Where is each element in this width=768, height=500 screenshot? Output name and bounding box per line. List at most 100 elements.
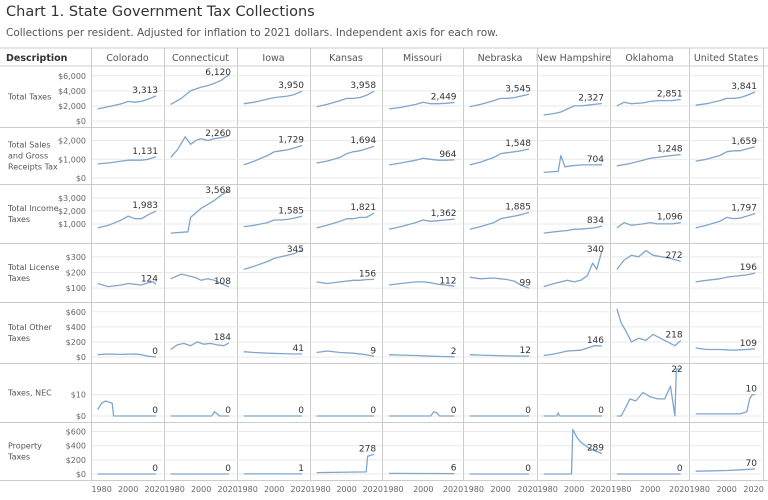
- end-value-label: 0: [525, 464, 531, 474]
- y-tick-label: $200: [66, 269, 86, 278]
- description-header: Description: [6, 53, 68, 64]
- series-line: [170, 273, 230, 288]
- end-value-label: 834: [587, 216, 604, 226]
- y-tick-label: $6,000: [58, 72, 86, 81]
- end-value-label: 1: [298, 464, 304, 474]
- end-value-label: 6: [451, 464, 457, 474]
- x-tick-label: 1980: [383, 485, 403, 494]
- end-value-label: 3,313: [132, 86, 158, 96]
- y-tick-label: $600: [66, 308, 86, 317]
- end-value-label: 964: [439, 150, 456, 160]
- series-line: [543, 345, 603, 357]
- end-value-label: 2: [451, 347, 457, 357]
- end-value-label: 1,585: [278, 206, 304, 216]
- end-value-label: 10: [746, 385, 758, 395]
- series-line: [543, 225, 603, 234]
- series-line: [97, 95, 157, 110]
- series-line: [316, 90, 375, 108]
- series-line: [543, 428, 603, 475]
- series-line: [243, 215, 303, 228]
- end-value-label: 1,797: [731, 204, 757, 214]
- end-value-label: 2,327: [578, 93, 604, 103]
- row-label: Property Taxes: [7, 442, 42, 462]
- end-value-label: 1,983: [132, 201, 158, 211]
- row-label: Total Taxes: [7, 93, 51, 102]
- series-line: [243, 144, 303, 166]
- column-header-kansas: Kansas: [329, 53, 363, 64]
- end-value-label: 99: [520, 278, 532, 288]
- end-value-label: 218: [665, 331, 682, 341]
- x-tick-label: 2000: [336, 485, 356, 494]
- end-value-label: 9: [370, 346, 376, 356]
- y-tick-label: $1,000: [58, 220, 86, 229]
- end-value-label: 112: [439, 276, 456, 286]
- x-tick-label: 2000: [490, 485, 510, 494]
- end-value-label: 3,545: [505, 84, 531, 94]
- column-header-oklahoma: Oklahoma: [625, 53, 673, 64]
- chart-subtitle: Collections per resident. Adjusted for i…: [6, 27, 499, 39]
- series-line: [616, 221, 681, 229]
- column-header-connecticut: Connecticut: [172, 53, 229, 64]
- series-line: [695, 91, 756, 106]
- x-tick-label: 2000: [564, 485, 584, 494]
- x-tick-label: 1980: [237, 485, 257, 494]
- end-value-label: 0: [225, 406, 231, 416]
- column-header-colorado: Colorado: [106, 53, 149, 64]
- x-tick-label: 1980: [464, 485, 484, 494]
- end-value-label: 196: [740, 263, 757, 273]
- series-line: [389, 411, 455, 417]
- end-value-label: 0: [525, 406, 531, 416]
- series-line: [543, 154, 603, 174]
- x-tick-label: 1980: [310, 485, 330, 494]
- end-value-label: 1,248: [657, 145, 683, 155]
- column-header-missouri: Missouri: [403, 53, 442, 64]
- end-value-label: 0: [152, 464, 158, 474]
- y-tick-label: $0: [76, 353, 86, 362]
- end-value-label: 345: [287, 245, 304, 255]
- end-value-label: 3,568: [205, 186, 231, 196]
- end-value-label: 0: [598, 406, 604, 416]
- y-tick-label: $0: [76, 174, 86, 183]
- y-tick-label: $2,000: [58, 137, 86, 146]
- end-value-label: 289: [587, 444, 604, 454]
- end-value-label: 0: [298, 406, 304, 416]
- end-value-label: 1,694: [350, 136, 376, 146]
- end-value-label: 1,659: [731, 137, 757, 147]
- series-line: [316, 453, 375, 474]
- end-value-label: 1,548: [505, 139, 531, 149]
- series-line: [695, 468, 756, 472]
- series-line: [388, 157, 455, 166]
- end-value-label: 704: [587, 155, 604, 165]
- series-line: [469, 354, 529, 357]
- end-value-label: 2,260: [205, 129, 231, 139]
- series-line: [469, 211, 530, 230]
- end-value-label: 3,950: [278, 81, 304, 91]
- end-value-label: 0: [677, 464, 683, 474]
- end-value-label: 1,131: [132, 147, 158, 157]
- series-line: [97, 210, 157, 229]
- x-tick-label: 2020: [517, 485, 537, 494]
- x-tick-label: 1980: [164, 485, 184, 494]
- series-line: [616, 368, 681, 417]
- column-header-nebraska: Nebraska: [478, 53, 523, 64]
- column-header-new-hampshire: New Hampshire: [536, 53, 611, 64]
- series-line: [616, 249, 681, 270]
- end-value-label: 0: [225, 464, 231, 474]
- y-tick-label: $3,000: [58, 194, 86, 203]
- x-tick-label: 2020: [145, 485, 165, 494]
- series-line: [543, 250, 603, 288]
- y-tick-label: $400: [66, 323, 86, 332]
- series-line: [695, 146, 756, 162]
- series-line: [695, 393, 755, 415]
- end-value-label: 124: [141, 274, 158, 284]
- column-header-united-states: United States: [694, 53, 758, 64]
- series-line: [695, 212, 756, 229]
- end-value-label: 0: [152, 406, 158, 416]
- end-value-label: 1,096: [657, 213, 683, 223]
- y-tick-label: $2,000: [58, 207, 86, 216]
- row-label: Total Other Taxes: [7, 323, 53, 343]
- end-value-label: 2,449: [431, 93, 457, 103]
- end-value-label: 6,120: [205, 68, 231, 78]
- x-tick-label: 2020: [591, 485, 611, 494]
- series-line: [316, 278, 375, 285]
